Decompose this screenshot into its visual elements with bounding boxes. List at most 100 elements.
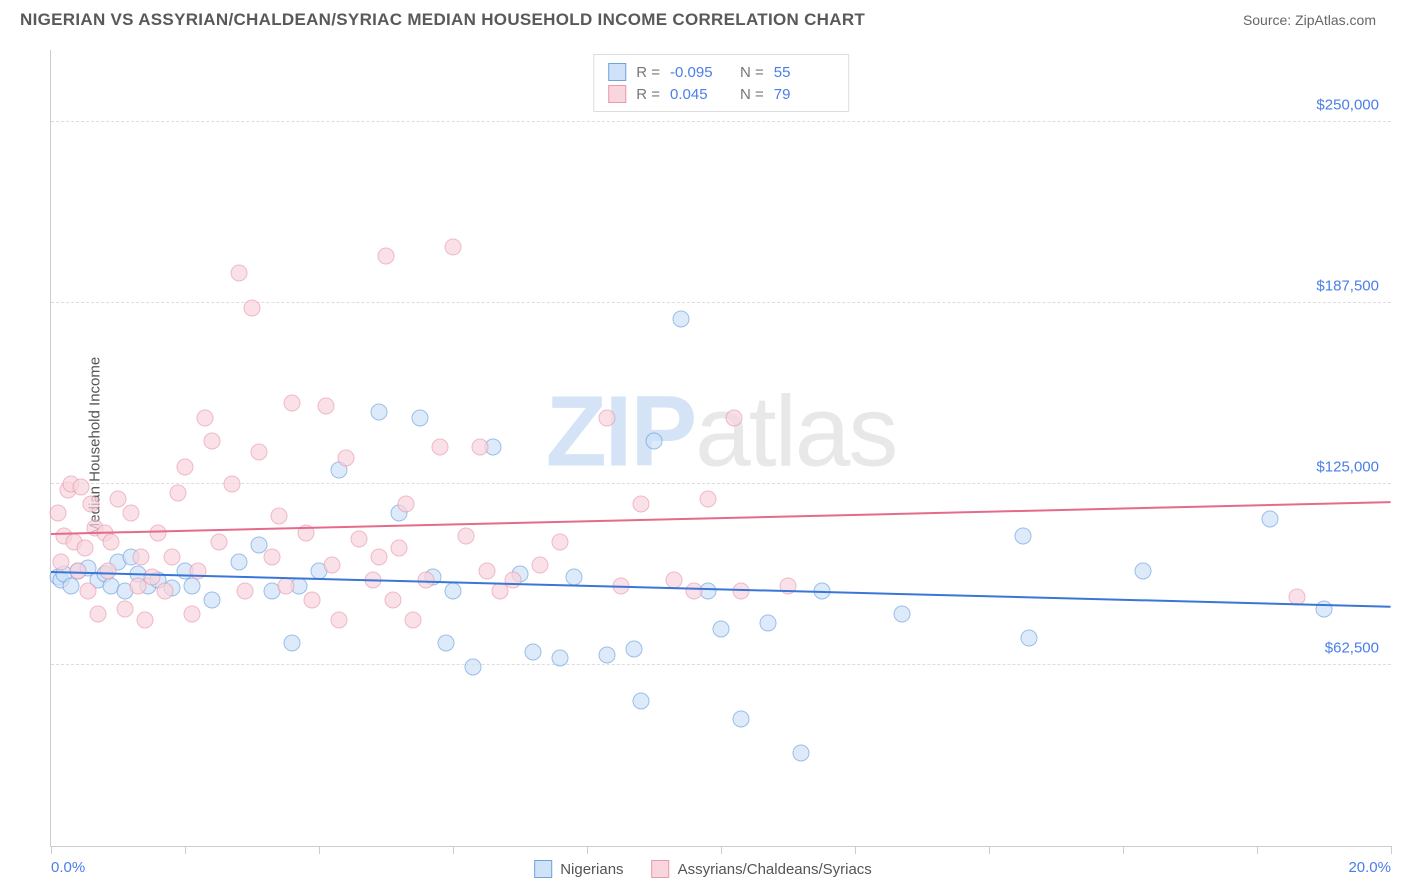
data-point-assyrians[interactable] — [284, 395, 301, 412]
data-point-assyrians[interactable] — [270, 508, 287, 525]
data-point-assyrians[interactable] — [197, 409, 214, 426]
data-point-nigerians[interactable] — [284, 635, 301, 652]
data-point-assyrians[interactable] — [491, 583, 508, 600]
data-point-assyrians[interactable] — [324, 557, 341, 574]
data-point-assyrians[interactable] — [210, 534, 227, 551]
data-point-nigerians[interactable] — [759, 615, 776, 632]
data-point-assyrians[interactable] — [478, 563, 495, 580]
data-point-nigerians[interactable] — [552, 649, 569, 666]
data-point-nigerians[interactable] — [893, 606, 910, 623]
legend-swatch — [608, 63, 626, 81]
data-point-nigerians[interactable] — [525, 644, 542, 661]
data-point-assyrians[interactable] — [133, 548, 150, 565]
data-point-assyrians[interactable] — [53, 554, 70, 571]
data-point-assyrians[interactable] — [73, 479, 90, 496]
data-point-nigerians[interactable] — [411, 409, 428, 426]
data-point-nigerians[interactable] — [1021, 629, 1038, 646]
data-point-assyrians[interactable] — [89, 606, 106, 623]
data-point-assyrians[interactable] — [666, 571, 683, 588]
data-point-assyrians[interactable] — [398, 496, 415, 513]
data-point-assyrians[interactable] — [49, 505, 66, 522]
data-point-assyrians[interactable] — [532, 557, 549, 574]
chart-title: NIGERIAN VS ASSYRIAN/CHALDEAN/SYRIAC MED… — [20, 10, 865, 30]
data-point-assyrians[interactable] — [599, 409, 616, 426]
data-point-nigerians[interactable] — [1135, 563, 1152, 580]
data-point-nigerians[interactable] — [63, 577, 80, 594]
data-point-nigerians[interactable] — [183, 577, 200, 594]
data-point-assyrians[interactable] — [244, 299, 261, 316]
data-point-assyrians[interactable] — [264, 548, 281, 565]
data-point-assyrians[interactable] — [163, 548, 180, 565]
data-point-nigerians[interactable] — [371, 403, 388, 420]
data-point-assyrians[interactable] — [143, 568, 160, 585]
data-point-nigerians[interactable] — [203, 591, 220, 608]
legend-swatch — [534, 860, 552, 878]
data-point-nigerians[interactable] — [465, 658, 482, 675]
x-tick — [721, 846, 722, 854]
data-point-assyrians[interactable] — [552, 534, 569, 551]
data-point-assyrians[interactable] — [156, 583, 173, 600]
data-point-assyrians[interactable] — [76, 539, 93, 556]
data-point-assyrians[interactable] — [384, 591, 401, 608]
data-point-assyrians[interactable] — [445, 238, 462, 255]
data-point-assyrians[interactable] — [103, 534, 120, 551]
data-point-assyrians[interactable] — [237, 583, 254, 600]
data-point-assyrians[interactable] — [136, 612, 153, 629]
data-point-assyrians[interactable] — [351, 531, 368, 548]
data-point-assyrians[interactable] — [250, 444, 267, 461]
x-tick — [185, 846, 186, 854]
data-point-assyrians[interactable] — [371, 548, 388, 565]
data-point-nigerians[interactable] — [230, 554, 247, 571]
data-point-assyrians[interactable] — [699, 490, 716, 507]
data-point-assyrians[interactable] — [170, 484, 187, 501]
data-point-nigerians[interactable] — [672, 311, 689, 328]
data-point-assyrians[interactable] — [203, 432, 220, 449]
data-point-assyrians[interactable] — [110, 490, 127, 507]
data-point-assyrians[interactable] — [431, 438, 448, 455]
data-point-assyrians[interactable] — [223, 476, 240, 493]
data-point-assyrians[interactable] — [471, 438, 488, 455]
data-point-assyrians[interactable] — [99, 563, 116, 580]
data-point-nigerians[interactable] — [599, 646, 616, 663]
data-point-assyrians[interactable] — [331, 612, 348, 629]
data-point-assyrians[interactable] — [733, 583, 750, 600]
data-point-assyrians[interactable] — [686, 583, 703, 600]
data-point-nigerians[interactable] — [1316, 600, 1333, 617]
data-point-assyrians[interactable] — [378, 247, 395, 264]
data-point-assyrians[interactable] — [317, 398, 334, 415]
data-point-assyrians[interactable] — [404, 612, 421, 629]
data-point-assyrians[interactable] — [83, 496, 100, 513]
data-point-assyrians[interactable] — [177, 458, 194, 475]
data-point-nigerians[interactable] — [793, 745, 810, 762]
data-point-assyrians[interactable] — [116, 600, 133, 617]
data-point-nigerians[interactable] — [565, 568, 582, 585]
legend-item-assyrians[interactable]: Assyrians/Chaldeans/Syriacs — [652, 860, 872, 878]
legend-row-assyrians: R =0.045N =79 — [608, 83, 834, 105]
data-point-nigerians[interactable] — [1262, 510, 1279, 527]
data-point-assyrians[interactable] — [183, 606, 200, 623]
data-point-assyrians[interactable] — [277, 577, 294, 594]
data-point-nigerians[interactable] — [733, 710, 750, 727]
data-point-assyrians[interactable] — [304, 591, 321, 608]
data-point-nigerians[interactable] — [632, 693, 649, 710]
data-point-assyrians[interactable] — [230, 264, 247, 281]
data-point-assyrians[interactable] — [458, 528, 475, 545]
data-point-nigerians[interactable] — [713, 620, 730, 637]
data-point-assyrians[interactable] — [123, 505, 140, 522]
data-point-nigerians[interactable] — [438, 635, 455, 652]
legend-item-nigerians[interactable]: Nigerians — [534, 860, 623, 878]
watermark: ZIPatlas — [546, 375, 897, 490]
data-point-nigerians[interactable] — [646, 432, 663, 449]
data-point-assyrians[interactable] — [150, 525, 167, 542]
x-tick — [1123, 846, 1124, 854]
legend-bottom: Nigerians Assyrians/Chaldeans/Syriacs — [534, 860, 872, 878]
data-point-assyrians[interactable] — [391, 539, 408, 556]
data-point-assyrians[interactable] — [632, 496, 649, 513]
data-point-nigerians[interactable] — [625, 641, 642, 658]
data-point-assyrians[interactable] — [726, 409, 743, 426]
data-point-assyrians[interactable] — [337, 450, 354, 467]
data-point-assyrians[interactable] — [505, 571, 522, 588]
data-point-nigerians[interactable] — [1014, 528, 1031, 545]
data-point-nigerians[interactable] — [445, 583, 462, 600]
data-point-assyrians[interactable] — [79, 583, 96, 600]
